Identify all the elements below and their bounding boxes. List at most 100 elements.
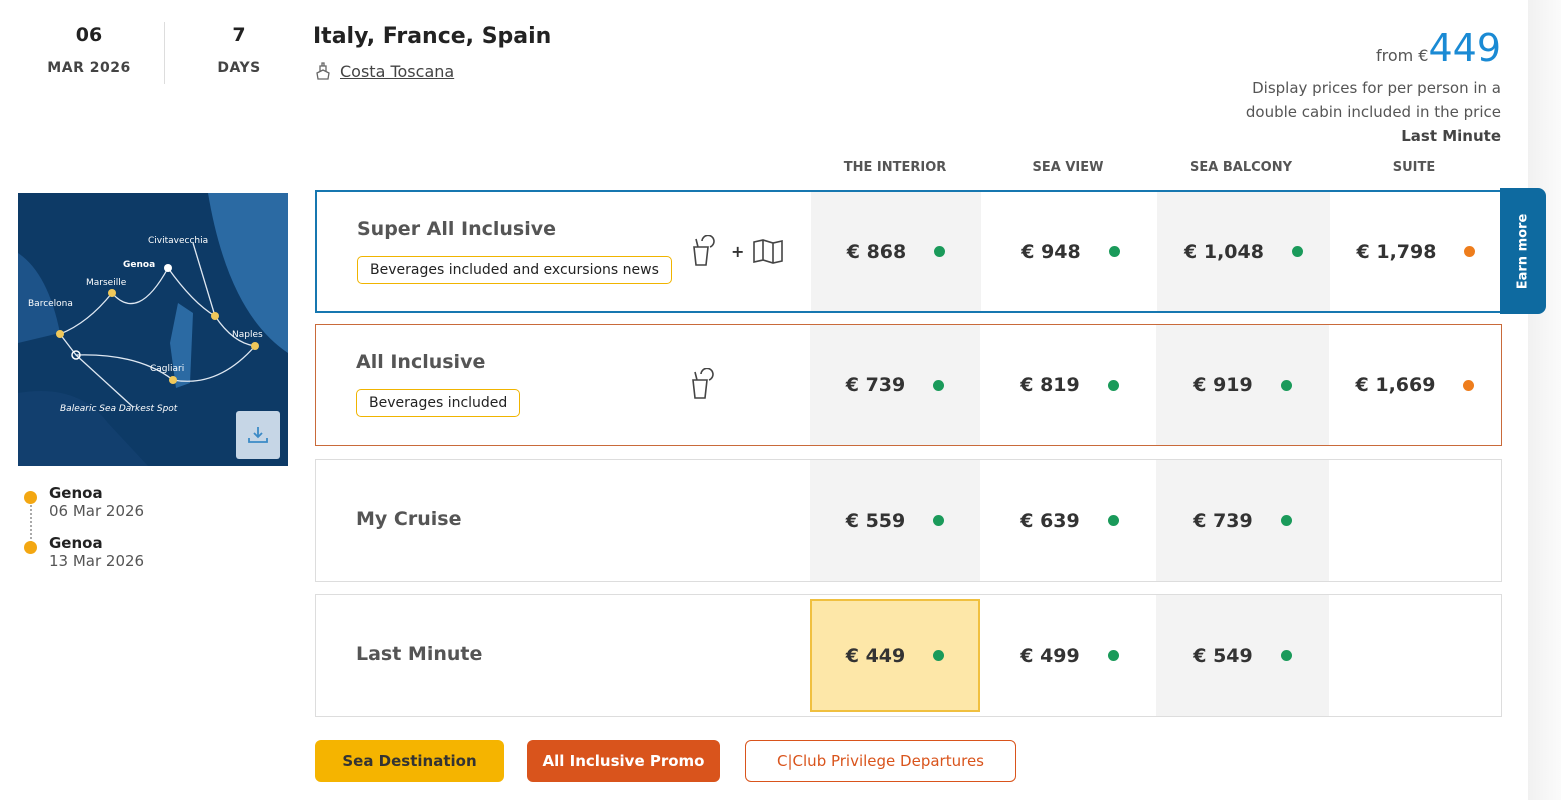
price-cell[interactable]: € 868 bbox=[811, 192, 981, 311]
availability-dot bbox=[934, 246, 946, 257]
availability-dot bbox=[933, 379, 945, 391]
price-value: € 1,669 bbox=[1355, 374, 1436, 396]
price-value: € 559 bbox=[845, 509, 906, 532]
drinks-icon bbox=[693, 235, 715, 266]
plus-icon: + bbox=[731, 242, 745, 261]
stop-dot bbox=[24, 541, 37, 554]
price-cell[interactable]: € 499 bbox=[983, 595, 1156, 716]
scroll-gutter bbox=[1528, 0, 1561, 800]
itinerary-stop: Genoa 13 Mar 2026 bbox=[22, 534, 144, 570]
price-value: € 1,798 bbox=[1356, 240, 1437, 263]
fare-name: Super All Inclusive bbox=[357, 218, 557, 240]
map-icon bbox=[753, 239, 783, 264]
column-header-suite: SUITE bbox=[1392, 160, 1436, 175]
duration-value: 7 bbox=[232, 24, 246, 46]
departure-date: 06 MAR 2026 bbox=[40, 24, 138, 76]
stop-dot bbox=[24, 491, 37, 504]
fare-name: Last Minute bbox=[1401, 127, 1501, 145]
price-cell[interactable]: € 1,669 bbox=[1329, 325, 1501, 445]
column-header-sea-view: SEA VIEW bbox=[1032, 160, 1104, 175]
availability-dot bbox=[1108, 246, 1120, 257]
note-line: double cabin included in the price bbox=[1245, 103, 1501, 121]
poi-label: Balearic Sea Darkest Spot bbox=[60, 404, 178, 414]
availability-dot bbox=[1280, 515, 1292, 526]
fare-row-all-inclusive: All Inclusive Beverages included € 739 € 81… bbox=[315, 324, 1502, 446]
stop-port: Genoa bbox=[49, 484, 103, 502]
port-label: Barcelona bbox=[28, 299, 73, 309]
price-value: € 639 bbox=[1020, 509, 1080, 532]
fare-tag: Beverages included bbox=[356, 389, 521, 417]
fare-name: Last Minute bbox=[356, 643, 483, 665]
earn-more-label: Earn more bbox=[1515, 213, 1531, 289]
availability-dot bbox=[933, 650, 945, 661]
itinerary: Genoa 06 Mar 2026 Genoa 13 Mar 2026 bbox=[22, 484, 144, 584]
column-header-interior: THE INTERIOR bbox=[843, 160, 947, 175]
price-cell[interactable]: € 559 bbox=[810, 460, 980, 581]
fare-row-my-cruise: My Cruise € 559 € 639 € 739 bbox=[315, 459, 1502, 582]
price-cell[interactable]: € 449 bbox=[810, 599, 980, 712]
price-value: € 948 bbox=[1021, 240, 1081, 263]
ship-info: Costa Toscana bbox=[314, 61, 454, 81]
port-label: Civitavecchia bbox=[148, 236, 208, 246]
price-cell bbox=[1329, 595, 1501, 716]
price-value: € 549 bbox=[1193, 644, 1253, 667]
note-line: Display prices for per person in a bbox=[1252, 79, 1501, 97]
price-value: € 449 bbox=[845, 644, 906, 667]
port-label: Genoa bbox=[123, 260, 155, 270]
price-cell[interactable]: € 739 bbox=[810, 325, 980, 445]
badge-cclub-privilege[interactable]: C|Club Privilege Departures bbox=[745, 740, 1016, 782]
badge-sea-destination[interactable]: Sea Destination bbox=[315, 740, 504, 782]
price-cell[interactable]: € 1,048 bbox=[1157, 192, 1330, 311]
price-cell[interactable]: € 739 bbox=[1156, 460, 1329, 581]
badge-all-inclusive-promo[interactable]: All Inclusive Promo bbox=[527, 740, 720, 782]
route-map[interactable]: Civitavecchia Genoa Marseille Barcelona … bbox=[18, 193, 288, 466]
fare-row-super-all-inclusive: Super All Inclusive Beverages included an… bbox=[315, 190, 1502, 313]
earn-more-tab[interactable]: Earn more bbox=[1500, 188, 1546, 314]
port-label: Cagliari bbox=[150, 364, 184, 374]
availability-dot bbox=[1107, 379, 1119, 391]
price-cell[interactable]: € 639 bbox=[983, 460, 1156, 581]
availability-dot bbox=[1463, 379, 1475, 391]
price-cell[interactable]: € 819 bbox=[983, 325, 1156, 445]
availability-dot bbox=[933, 515, 945, 526]
from-label: from € bbox=[1375, 46, 1429, 65]
stop-port: Genoa bbox=[49, 534, 103, 552]
date-month-year: MAR 2026 bbox=[47, 60, 131, 76]
availability-dot bbox=[1280, 379, 1292, 391]
price-value: € 739 bbox=[1193, 509, 1253, 532]
divider bbox=[164, 22, 165, 84]
map-graphic: Civitavecchia Genoa Marseille Barcelona … bbox=[18, 193, 288, 466]
fare-name: All Inclusive bbox=[356, 351, 486, 373]
column-header-sea-balcony: SEA BALCONY bbox=[1190, 160, 1292, 175]
price-value: € 868 bbox=[846, 240, 907, 263]
ship-link[interactable]: Costa Toscana bbox=[340, 61, 455, 81]
cruise-title: Italy, France, Spain bbox=[313, 24, 552, 49]
stop-date: 06 Mar 2026 bbox=[49, 502, 145, 520]
fare-tag: Beverages included and excursions news bbox=[357, 256, 672, 284]
price-value: € 499 bbox=[1020, 644, 1080, 667]
duration-unit: DAYS bbox=[217, 60, 261, 76]
ship-icon bbox=[316, 62, 330, 80]
price-cell[interactable]: € 948 bbox=[984, 192, 1157, 311]
download-icon bbox=[248, 427, 268, 443]
port-label: Naples bbox=[232, 330, 263, 340]
from-price-value: 449 bbox=[1428, 26, 1501, 70]
availability-dot bbox=[1107, 650, 1119, 661]
price-note: Display prices for per person in a doubl… bbox=[1246, 76, 1501, 148]
price-value: € 739 bbox=[845, 374, 906, 396]
price-value: € 819 bbox=[1020, 374, 1080, 396]
port-label: Marseille bbox=[86, 278, 127, 288]
price-cell bbox=[1329, 460, 1501, 581]
price-cell[interactable]: € 549 bbox=[1156, 595, 1329, 716]
availability-dot bbox=[1291, 246, 1303, 257]
duration: 7 DAYS bbox=[200, 24, 278, 76]
availability-dot bbox=[1107, 515, 1119, 526]
price-cell[interactable]: € 919 bbox=[1156, 325, 1329, 445]
itinerary-connector bbox=[30, 505, 32, 543]
download-map-button[interactable] bbox=[236, 411, 280, 459]
itinerary-stop: Genoa 06 Mar 2026 bbox=[22, 484, 144, 520]
price-value: € 1,048 bbox=[1184, 240, 1264, 263]
fare-row-last-minute: Last Minute € 449 € 499 € 549 bbox=[315, 594, 1502, 717]
price-cell[interactable]: € 1,798 bbox=[1330, 192, 1502, 311]
availability-dot bbox=[1280, 650, 1292, 661]
